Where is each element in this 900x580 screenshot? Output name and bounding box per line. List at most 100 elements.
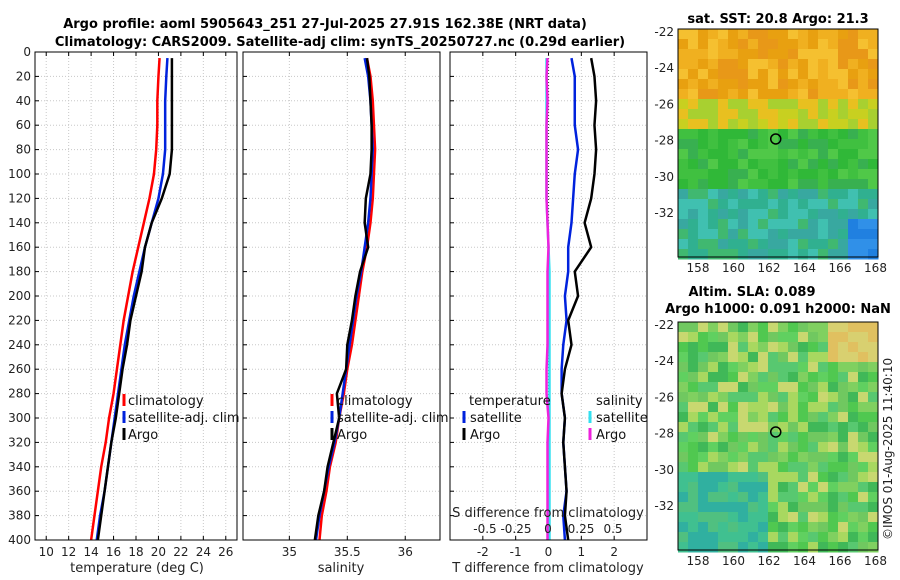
map-cell bbox=[818, 129, 829, 140]
map-cell bbox=[808, 129, 819, 140]
map-cell bbox=[748, 322, 759, 333]
map-cell bbox=[788, 219, 799, 230]
map-cell bbox=[758, 189, 769, 200]
map-cell bbox=[788, 452, 799, 463]
map-cell bbox=[778, 382, 789, 393]
map-cell bbox=[788, 432, 799, 443]
x-tick-label: 22 bbox=[173, 545, 188, 559]
temperature-legend: climatology satellite-adj. clim Argo bbox=[122, 394, 240, 443]
map-cell bbox=[678, 442, 689, 453]
map-cell bbox=[758, 89, 769, 100]
map-cell bbox=[818, 522, 829, 533]
map-cell bbox=[798, 492, 809, 503]
map-cell bbox=[868, 69, 879, 80]
map-cell bbox=[808, 472, 819, 483]
map-cell bbox=[788, 89, 799, 100]
map-cell bbox=[748, 179, 759, 190]
legend-sal-satellite: satellite bbox=[596, 411, 648, 426]
map-cell bbox=[828, 342, 839, 353]
map-cell bbox=[818, 482, 829, 493]
map-cell bbox=[828, 59, 839, 70]
map-cell bbox=[698, 49, 709, 60]
map-cell bbox=[748, 79, 759, 90]
map-cell bbox=[718, 159, 729, 170]
map-cell bbox=[688, 492, 699, 503]
map-cell bbox=[678, 239, 689, 250]
map-cell bbox=[708, 322, 719, 333]
map-cell bbox=[868, 249, 879, 260]
lon-tick-label: 162 bbox=[758, 261, 781, 275]
map-cell bbox=[718, 209, 729, 220]
map-cell bbox=[848, 219, 859, 230]
map-cell bbox=[718, 522, 729, 533]
map-cell bbox=[718, 402, 729, 413]
map-cell bbox=[748, 89, 759, 100]
map-cell bbox=[718, 492, 729, 503]
map-cell bbox=[708, 332, 719, 343]
map-cell bbox=[798, 362, 809, 373]
map-cell bbox=[768, 522, 779, 533]
map-cell bbox=[848, 109, 859, 120]
map-cell bbox=[848, 482, 859, 493]
map-cell bbox=[828, 332, 839, 343]
map-cell bbox=[698, 29, 709, 40]
map-cell bbox=[708, 422, 719, 433]
map-cell bbox=[848, 39, 859, 50]
map-cell bbox=[688, 322, 699, 333]
map-cell bbox=[768, 49, 779, 60]
map-cell bbox=[808, 99, 819, 110]
map-cell bbox=[778, 492, 789, 503]
map-cell bbox=[708, 109, 719, 120]
map-cell bbox=[788, 109, 799, 120]
lat-tick-label: -24 bbox=[654, 61, 674, 75]
map-cell bbox=[798, 89, 809, 100]
map-cell bbox=[738, 492, 749, 503]
map-cell bbox=[728, 352, 739, 363]
map-cell bbox=[688, 229, 699, 240]
map-cell bbox=[848, 199, 859, 210]
map-cell bbox=[728, 322, 739, 333]
map-cell bbox=[738, 219, 749, 230]
map-cell bbox=[818, 452, 829, 463]
map-cell bbox=[808, 69, 819, 80]
map-cell bbox=[758, 219, 769, 230]
map-cell bbox=[788, 492, 799, 503]
map-cell bbox=[838, 249, 849, 260]
salinity-legend: climatology satellite-adj. clim Argo bbox=[330, 394, 449, 443]
map-cell bbox=[778, 159, 789, 170]
map-cell bbox=[708, 139, 719, 150]
map-cell bbox=[848, 99, 859, 110]
map-cell bbox=[798, 432, 809, 443]
map-cell bbox=[848, 442, 859, 453]
map-cell bbox=[688, 109, 699, 120]
map-cell bbox=[768, 199, 779, 210]
map-cell bbox=[758, 29, 769, 40]
map-cell bbox=[828, 512, 839, 523]
map-cell bbox=[728, 139, 739, 150]
map-cell bbox=[838, 332, 849, 343]
map-cell bbox=[738, 39, 749, 50]
map-cell bbox=[818, 442, 829, 453]
map-cell bbox=[698, 169, 709, 180]
map-cell bbox=[738, 412, 749, 423]
map-cell bbox=[798, 392, 809, 403]
map-cell bbox=[798, 169, 809, 180]
map-cell bbox=[698, 239, 709, 250]
map-cell bbox=[808, 392, 819, 403]
map-cell bbox=[708, 482, 719, 493]
map-cell bbox=[698, 209, 709, 220]
map-cell bbox=[848, 69, 859, 80]
map-cell bbox=[818, 402, 829, 413]
map-cell bbox=[678, 249, 689, 260]
map-cell bbox=[748, 352, 759, 363]
map-cell bbox=[678, 422, 689, 433]
map-cell bbox=[868, 189, 879, 200]
map-cell bbox=[838, 239, 849, 250]
map-cell bbox=[798, 342, 809, 353]
map-cell bbox=[748, 432, 759, 443]
map-cell bbox=[858, 472, 869, 483]
map-cell bbox=[838, 79, 849, 90]
sst-map-title: sat. SST: 20.8 Argo: 21.3 bbox=[687, 12, 868, 27]
map-cell bbox=[718, 219, 729, 230]
